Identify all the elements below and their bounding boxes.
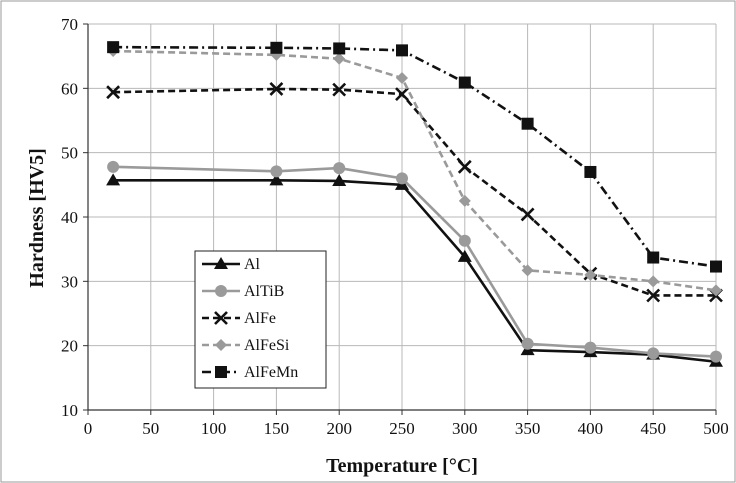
x-tick-label-450: 450 bbox=[640, 419, 666, 438]
data-point-alfemn-300 bbox=[458, 76, 471, 89]
data-point-alfesi-500 bbox=[710, 284, 722, 297]
legend-label-alfemn: AlFeMn bbox=[244, 364, 298, 381]
legend-box bbox=[194, 250, 327, 389]
data-point-alfe-450 bbox=[646, 288, 661, 303]
y-tick-label-20: 20 bbox=[61, 337, 78, 356]
x-tick-label-150: 150 bbox=[264, 419, 290, 438]
legend-label-al: Al bbox=[244, 256, 261, 273]
y-axis-title: Hardness [HV5] bbox=[26, 148, 48, 287]
data-point-altib-300 bbox=[458, 234, 471, 247]
data-point-alfesi-450 bbox=[647, 275, 660, 288]
data-point-altib-20 bbox=[107, 160, 120, 173]
data-point-alfesi-250 bbox=[396, 72, 408, 85]
x-tick-label-350: 350 bbox=[515, 419, 541, 438]
data-point-altib-350 bbox=[521, 337, 534, 350]
legend-item-altib: AlTiB bbox=[202, 283, 284, 300]
x-axis-title: Temperature [°C] bbox=[326, 455, 478, 477]
data-point-alfemn-450 bbox=[647, 251, 660, 264]
data-point-alfemn-250 bbox=[396, 44, 408, 57]
legend-label-alfe: AlFe bbox=[244, 310, 276, 327]
data-point-alfemn-350 bbox=[521, 117, 534, 130]
x-tick-label-0: 0 bbox=[84, 419, 93, 438]
data-point-alfemn-400 bbox=[584, 165, 597, 178]
axes bbox=[83, 23, 717, 415]
series-line-alfemn bbox=[113, 45, 717, 268]
tick-labels: 0 50 100 150 200 250 300 350 400 450 500 10 20 30 40 50… bbox=[61, 15, 729, 438]
legend-label-alfesi: AlFeSi bbox=[244, 337, 290, 354]
data-point-alfe-200 bbox=[332, 82, 347, 97]
data-point-al-300 bbox=[457, 249, 472, 262]
legend-marker-alfesi bbox=[215, 339, 227, 351]
data-point-altib-150 bbox=[270, 165, 283, 178]
series-lines bbox=[106, 41, 723, 367]
data-point-alfe-300 bbox=[457, 159, 472, 174]
x-tick-label-200: 200 bbox=[326, 419, 352, 438]
data-point-al-20 bbox=[106, 173, 121, 186]
y-tick-label-30: 30 bbox=[61, 272, 78, 291]
legend-marker-al bbox=[214, 257, 228, 269]
legend-marker-altib bbox=[215, 285, 227, 297]
data-point-alfesi-200 bbox=[333, 52, 346, 65]
y-tick-label-40: 40 bbox=[61, 208, 78, 227]
legend-item-al: Al bbox=[202, 256, 261, 273]
series-alfe bbox=[106, 82, 723, 303]
data-point-alfemn-150 bbox=[270, 41, 283, 54]
data-point-alfemn-20 bbox=[107, 41, 120, 54]
data-point-altib-400 bbox=[584, 341, 597, 354]
series-alfemn bbox=[107, 41, 722, 273]
data-point-altib-200 bbox=[333, 162, 346, 175]
series-alfesi bbox=[107, 45, 722, 297]
legend-marker-alfe bbox=[214, 311, 228, 325]
data-point-altib-250 bbox=[396, 172, 408, 185]
legend-item-alfe: AlFe bbox=[202, 310, 276, 327]
legend-item-alfemn: AlFeMn bbox=[202, 364, 298, 381]
x-tick-label-50: 50 bbox=[142, 419, 159, 438]
data-point-al-150 bbox=[269, 173, 284, 186]
series-altib bbox=[107, 160, 722, 363]
data-point-alfe-250 bbox=[395, 87, 409, 102]
data-point-alfesi-350 bbox=[521, 264, 534, 277]
y-tick-label-10: 10 bbox=[61, 401, 78, 420]
x-tick-label-250: 250 bbox=[389, 419, 415, 438]
x-tick-label-400: 400 bbox=[578, 419, 604, 438]
data-point-al-200 bbox=[332, 173, 347, 186]
legend: Al AlTiB AlFe AlFeSi AlFeMn bbox=[194, 250, 327, 389]
data-point-altib-500 bbox=[710, 350, 722, 363]
x-tick-label-100: 100 bbox=[201, 419, 227, 438]
legend-marker-alfemn bbox=[215, 366, 227, 378]
x-tick-label-300: 300 bbox=[452, 419, 478, 438]
legend-item-alfesi: AlFeSi bbox=[202, 337, 290, 354]
y-tick-label-50: 50 bbox=[61, 144, 78, 163]
x-tick-label-500: 500 bbox=[703, 419, 729, 438]
data-point-alfe-20 bbox=[106, 85, 121, 100]
data-point-alfemn-500 bbox=[710, 260, 722, 273]
data-point-altib-450 bbox=[647, 347, 660, 360]
data-point-alfe-350 bbox=[520, 207, 535, 222]
legend-label-altib: AlTiB bbox=[244, 283, 284, 300]
data-point-alfe-150 bbox=[269, 82, 284, 96]
data-point-alfemn-200 bbox=[333, 42, 346, 55]
y-tick-label-60: 60 bbox=[61, 79, 78, 98]
data-point-alfesi-400 bbox=[584, 268, 597, 281]
data-point-alfesi-300 bbox=[458, 194, 471, 207]
y-tick-label-70: 70 bbox=[61, 15, 78, 34]
